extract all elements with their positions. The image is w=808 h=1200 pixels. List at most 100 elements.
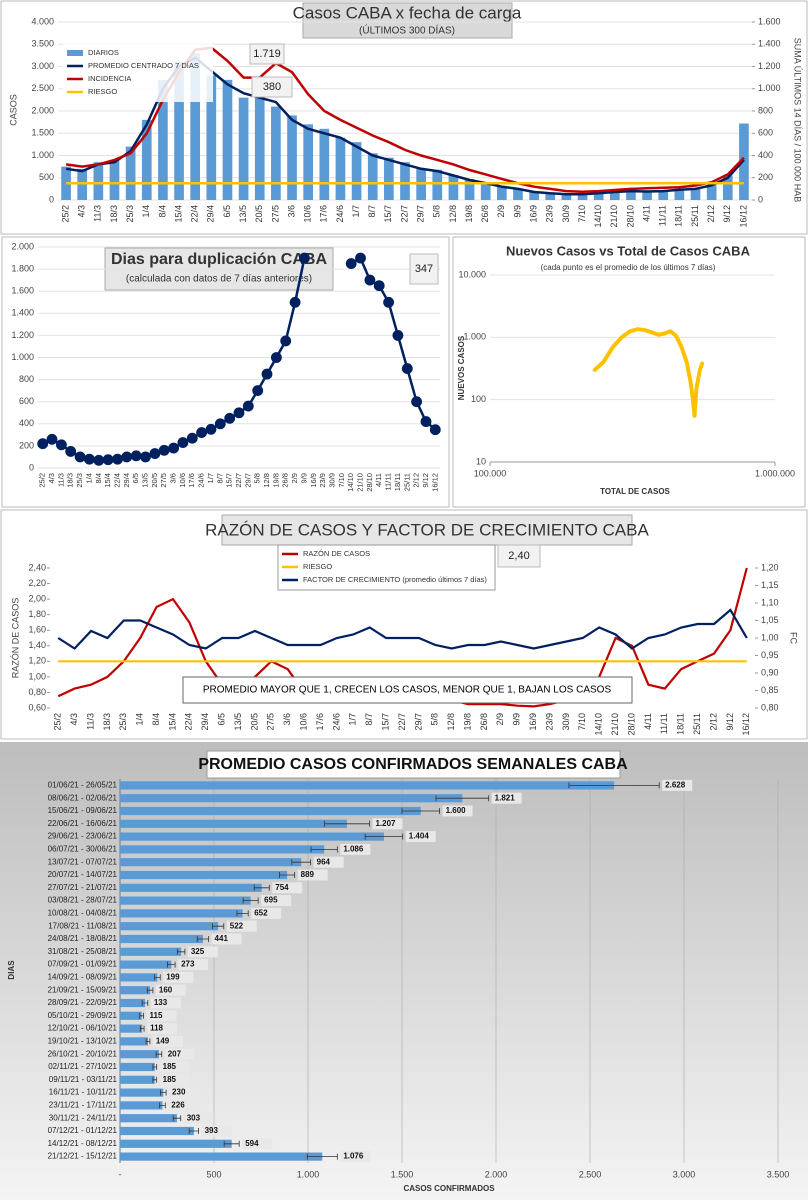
value-label-bg [251, 907, 282, 919]
yticks-label: 2,40 [28, 562, 46, 572]
value-label-bg [163, 971, 194, 983]
x-tick-label: 28/10 [625, 205, 635, 228]
bar [642, 191, 652, 200]
x-tick-label: 29/4 [200, 713, 210, 731]
legend-label: PROMEDIO CENTRADO 7 DÍAS [88, 61, 199, 70]
x-tick-label: 20/5 [249, 713, 259, 731]
y-tick-label: 14/12/21 - 08/12/21 [48, 1139, 118, 1148]
x-tick-label: 16/9 [528, 713, 538, 731]
x-tick-label: 2/12 [412, 473, 421, 488]
x-tick-label: 27/5 [266, 713, 276, 731]
bar [561, 193, 572, 200]
y2ticks-label: 0,90 [761, 667, 779, 677]
x-tick-label: 6/5 [222, 205, 232, 218]
bar [125, 146, 136, 200]
x-tick-label: 29/7 [243, 473, 252, 488]
value-label: 185 [163, 1075, 177, 1084]
annotation: 2,40 [508, 550, 529, 562]
x-tick-label: 27/5 [270, 205, 280, 223]
yticks-label: 600 [19, 396, 34, 406]
bar [141, 119, 152, 200]
error-bar [139, 1012, 144, 1019]
x-tick-label: 10/6 [178, 473, 187, 488]
x-tick-label: 22/4 [112, 473, 121, 488]
error-bar [139, 1025, 145, 1032]
value-label-bg [272, 882, 303, 894]
y-tick-label: 10/08/21 - 04/08/21 [48, 909, 118, 918]
value-label: 199 [166, 973, 180, 982]
yticks-label: 10.000 [458, 269, 486, 279]
x-tick-label: 20/5 [150, 473, 159, 488]
value-label-bg [178, 959, 209, 971]
bar [271, 106, 281, 200]
error-bar [223, 1140, 240, 1147]
legend-swatch [67, 50, 83, 56]
x-tick-label: 6/5 [217, 713, 227, 726]
y2ticks-label: 0,95 [761, 650, 779, 660]
title-box [302, 2, 513, 39]
error-bar [196, 936, 209, 942]
error-bar [279, 872, 296, 878]
x-tick-label: 11/3 [56, 473, 65, 487]
x-tick-label: 13/5 [140, 473, 149, 488]
value-label-bg [147, 1023, 178, 1035]
value-label-bg [405, 831, 436, 843]
bar [120, 845, 325, 854]
error-bar [155, 1051, 163, 1058]
error-bar [310, 846, 338, 853]
bar [109, 159, 120, 200]
y-tick-label: 07/09/21 - 01/09/21 [48, 960, 118, 969]
x-tick-label: 30/9 [561, 205, 571, 223]
x-tick-label: 18/11 [674, 205, 684, 227]
x-tick-label: 25/3 [75, 473, 84, 488]
bar [706, 184, 717, 200]
y2-label: FC [789, 632, 799, 644]
value-label: 594 [245, 1139, 259, 1148]
bar [174, 62, 184, 200]
x-tick-label: 14/10 [594, 713, 604, 736]
x-tick-label: 22/7 [397, 713, 407, 731]
series-line [43, 258, 436, 460]
x-tick-label: 500 [206, 1169, 221, 1179]
subtitle: (calculada con datos de 7 días anteriore… [126, 274, 312, 285]
x-tick-label: 15/7 [380, 713, 390, 731]
yticks-label: 4.000 [31, 16, 54, 26]
yticks-label: 1,40 [28, 640, 46, 650]
value-label: 118 [150, 1024, 163, 1033]
x-tick-label: 29/4 [206, 205, 216, 223]
bar [690, 188, 701, 200]
yticks-label: 0,80 [28, 687, 46, 697]
error-bar [188, 1128, 199, 1134]
x-tick-label: 29/4 [122, 473, 131, 488]
y2ticks-label: 0,85 [761, 685, 779, 695]
bar [158, 79, 168, 200]
value-label: 325 [191, 947, 205, 956]
x-tick-label: 15/4 [173, 205, 183, 223]
x-tick-label: 22/4 [184, 713, 194, 731]
yticks-label: 0 [49, 194, 54, 204]
x-tick-label: 11/3 [93, 205, 103, 222]
x-tick-label: 24/6 [197, 473, 206, 488]
bar [206, 75, 217, 200]
x-tick-label: 8/7 [364, 713, 374, 726]
bar [120, 922, 219, 931]
error-bar [568, 782, 660, 789]
x-tick-label: 16/9 [528, 205, 538, 223]
y-tick-label: 03/08/21 - 28/07/21 [48, 896, 118, 905]
x-tick-label: 1/7 [351, 205, 361, 218]
y-tick-label: 17/08/21 - 11/08/21 [48, 921, 117, 930]
error-bar [253, 884, 270, 891]
y-label: RAZÓN DE CASOS [10, 598, 20, 679]
bar [120, 1050, 159, 1059]
bar [739, 123, 749, 200]
x-tick-label: 18/11 [676, 713, 686, 735]
annotation-box [497, 544, 541, 568]
x-tick-label: 24/6 [331, 713, 341, 731]
series-line [592, 327, 705, 418]
bar [464, 179, 475, 200]
panel [0, 742, 808, 1200]
value-label-bg [340, 1151, 371, 1163]
x-tick-label: 2/12 [706, 205, 716, 223]
chart-new-vs-total: Nuevos Casos vs Total de Casos CABA (cad… [452, 236, 806, 508]
